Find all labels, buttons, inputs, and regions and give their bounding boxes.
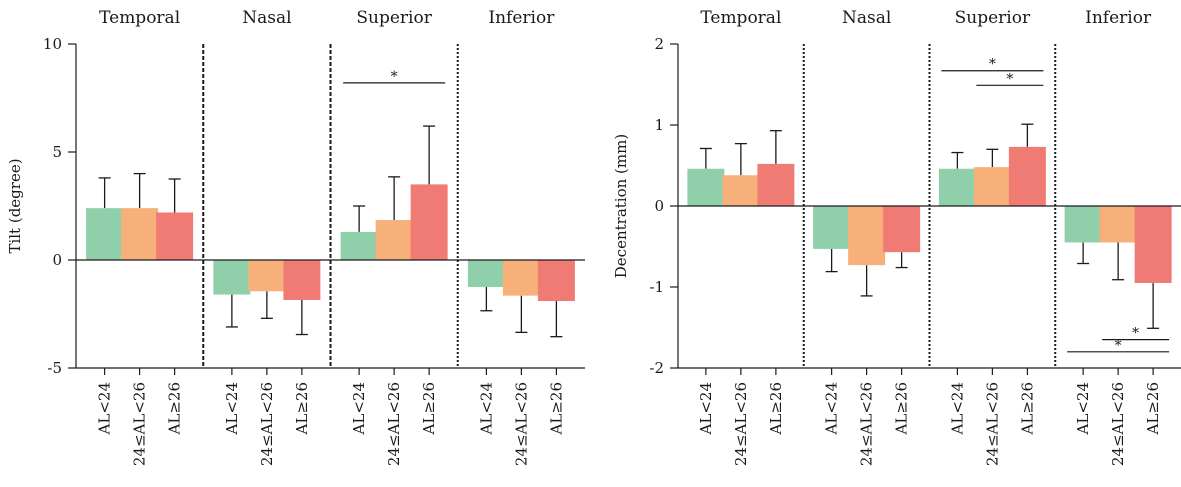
bar: [1134, 206, 1172, 283]
bar: [156, 212, 194, 260]
bar: [1064, 206, 1102, 243]
category-label: AL≥26: [1144, 382, 1162, 435]
category-label: 24≤AL<26: [732, 382, 750, 466]
bar: [537, 260, 575, 302]
category-label: AL<24: [223, 382, 241, 435]
category-label: AL≥26: [547, 382, 565, 435]
category-label: AL<24: [697, 382, 715, 435]
significance-star: *: [1132, 326, 1139, 342]
y-tick-label: 0: [654, 197, 664, 215]
bar: [848, 206, 886, 266]
y-axis-label: Tilt (degree): [6, 158, 24, 253]
group-title: Temporal: [700, 8, 781, 28]
y-tick-label: 2: [654, 35, 664, 53]
category-label: AL<24: [96, 382, 114, 435]
bar: [757, 163, 795, 206]
category-label: AL<24: [477, 382, 495, 435]
bar: [340, 231, 378, 260]
y-tick-label: 10: [43, 35, 62, 53]
bar: [687, 168, 725, 206]
bar: [1099, 206, 1137, 243]
category-label: 24≤AL<26: [983, 382, 1001, 466]
category-label: AL≥26: [893, 382, 911, 435]
category-label: 24≤AL<26: [1109, 382, 1127, 466]
group-title: Nasal: [242, 8, 291, 28]
bar: [410, 184, 448, 260]
bar: [121, 208, 159, 260]
category-label: 24≤AL<26: [131, 382, 149, 466]
category-label: 24≤AL<26: [385, 382, 403, 466]
y-tick-label: -5: [47, 359, 62, 377]
decentration-panel: Temporal Nasal Superior Inferior -2 -1 0 1 2 Dece…: [612, 8, 1181, 466]
category-label: AL≥26: [166, 382, 184, 435]
bar: [213, 260, 251, 295]
bar: [467, 260, 505, 287]
y-tick-label: 1: [654, 116, 664, 134]
bar: [86, 208, 124, 260]
group-title: Superior: [955, 8, 1031, 28]
category-label: 24≤AL<26: [858, 382, 876, 466]
y-axis-label: Decentration (mm): [612, 134, 630, 278]
bar: [938, 168, 976, 206]
category-label: AL≥26: [767, 382, 785, 435]
bar: [722, 175, 760, 206]
category-label: AL<24: [948, 382, 966, 435]
bar: [883, 206, 921, 253]
significance-star: *: [1115, 338, 1122, 354]
y-tick-label: -2: [649, 359, 664, 377]
category-label: 24≤AL<26: [258, 382, 276, 466]
bar: [502, 260, 540, 296]
bar: [248, 260, 286, 292]
significance-star: *: [989, 57, 996, 73]
significance-star: *: [391, 69, 398, 85]
bar: [1008, 146, 1046, 206]
group-title: Nasal: [842, 8, 891, 28]
category-label: AL<24: [823, 382, 841, 435]
category-label: AL≥26: [420, 382, 438, 435]
bar: [813, 206, 851, 249]
group-title: Temporal: [99, 8, 180, 28]
tilt-panel: Temporal Nasal Superior Inferior -5 0 5 10 Tilt …: [6, 8, 585, 466]
category-label: AL≥26: [293, 382, 311, 435]
category-label: AL<24: [350, 382, 368, 435]
group-title: Inferior: [488, 8, 555, 28]
bar: [375, 220, 413, 260]
group-title: Inferior: [1085, 8, 1152, 28]
y-tick-label: 5: [52, 143, 62, 161]
significance-star: *: [1006, 71, 1013, 87]
bar: [283, 260, 321, 300]
category-label: 24≤AL<26: [512, 382, 530, 466]
bar: [973, 167, 1011, 206]
category-label: AL<24: [1074, 382, 1092, 435]
group-title: Superior: [356, 8, 432, 28]
category-label: AL≥26: [1018, 382, 1036, 435]
y-tick-label: 0: [52, 251, 62, 269]
y-tick-label: -1: [649, 278, 664, 296]
